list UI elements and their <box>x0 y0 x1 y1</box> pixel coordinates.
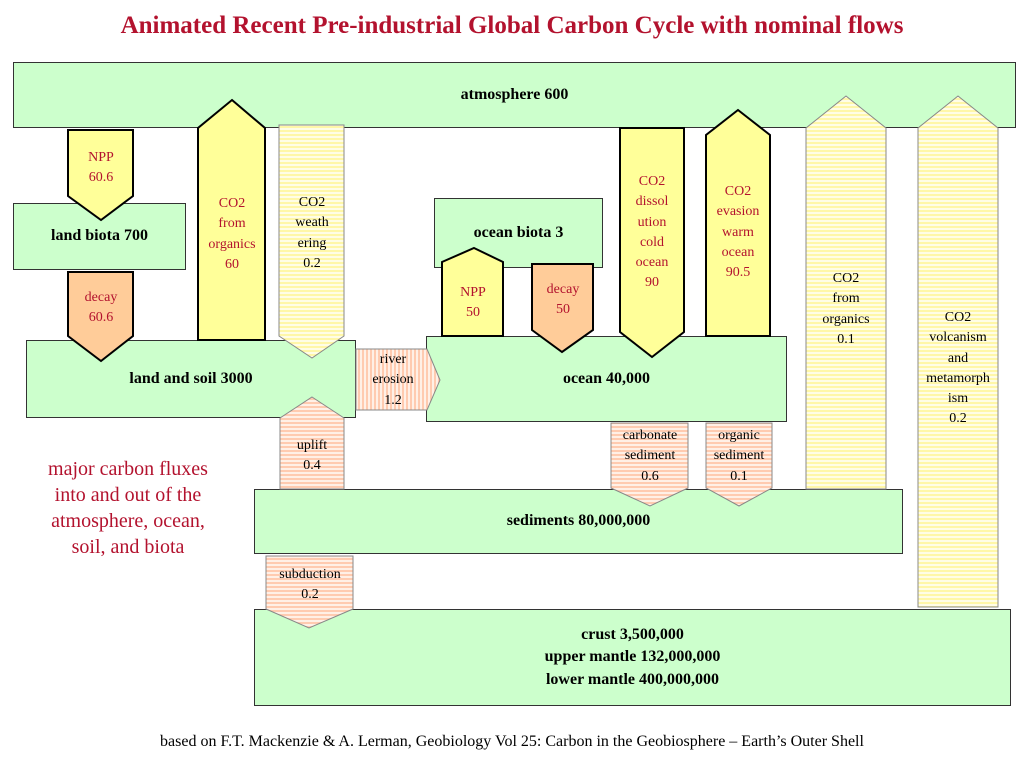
npp-land-label: NPP 60.6 <box>88 150 114 186</box>
major-fluxes-note: major carbon fluxes into and out of the at… <box>48 458 208 558</box>
decay-land-label: decay 60.6 <box>84 290 118 326</box>
subduction-arrow <box>265 555 354 629</box>
river-erosion-arrow <box>355 348 441 411</box>
uplift-label: uplift 0.4 <box>296 438 328 474</box>
co2-volcanism-arrow <box>917 95 999 608</box>
lower-mantle-label: lower mantle 400,000,000 <box>545 670 719 688</box>
co2-weathering-arrow <box>278 124 345 359</box>
co2-from-organics-sed-label: CO2 from organics 0.1 <box>822 271 870 347</box>
subduction-label: subduction 0.2 <box>279 567 341 603</box>
co2-dissolution-arrow <box>619 127 685 359</box>
decay-ocean-label: decay 50 <box>546 282 580 318</box>
organic-sediment-arrow <box>705 422 773 507</box>
co2-from-organics-land-label: CO2 from organics 60 <box>208 196 256 272</box>
upper-mantle-label: upper mantle 132,000,000 <box>544 648 721 666</box>
carbonate-sediment-arrow <box>610 422 689 507</box>
carbonate-sediment-label: carbonate sediment 0.6 <box>622 428 678 484</box>
npp-land-arrow <box>67 129 134 222</box>
decay-land-arrow <box>67 271 134 363</box>
co2-evasion-arrow <box>705 108 771 337</box>
source-credit: based on F.T. Mackenzie & A. Lerman, Geo… <box>160 733 864 750</box>
npp-ocean-label: NPP 50 <box>460 285 486 321</box>
diagram-title: Animated Recent Pre-industrial Global Ca… <box>120 12 904 39</box>
co2-volcanism-label: CO2 volcanism and metamorph ism 0.2 <box>926 310 990 427</box>
decay-ocean-arrow <box>531 263 594 354</box>
river-erosion-label: river erosion 1.2 <box>372 352 414 408</box>
co2-evasion-label: CO2 evasion warm ocean 90.5 <box>716 184 760 281</box>
co2-from-organics-land-arrow <box>197 98 266 341</box>
crust-label: crust 3,500,000 <box>581 625 684 643</box>
crust-box: crust 3,500,000 upper mantle 132,000,000… <box>254 609 1011 706</box>
co2-dissolution-label: CO2 dissol ution cold ocean 90 <box>635 174 669 291</box>
organic-sediment-label: organic sediment 0.1 <box>713 428 765 484</box>
co2-from-organics-sed-arrow <box>805 95 887 490</box>
ocean-box: ocean 40,000 <box>426 336 787 422</box>
npp-ocean-arrow <box>441 246 504 337</box>
uplift-arrow <box>279 396 345 490</box>
sediments-box: sediments 80,000,000 <box>254 489 903 554</box>
co2-weathering-label: CO2 weath ering 0.2 <box>295 195 329 271</box>
